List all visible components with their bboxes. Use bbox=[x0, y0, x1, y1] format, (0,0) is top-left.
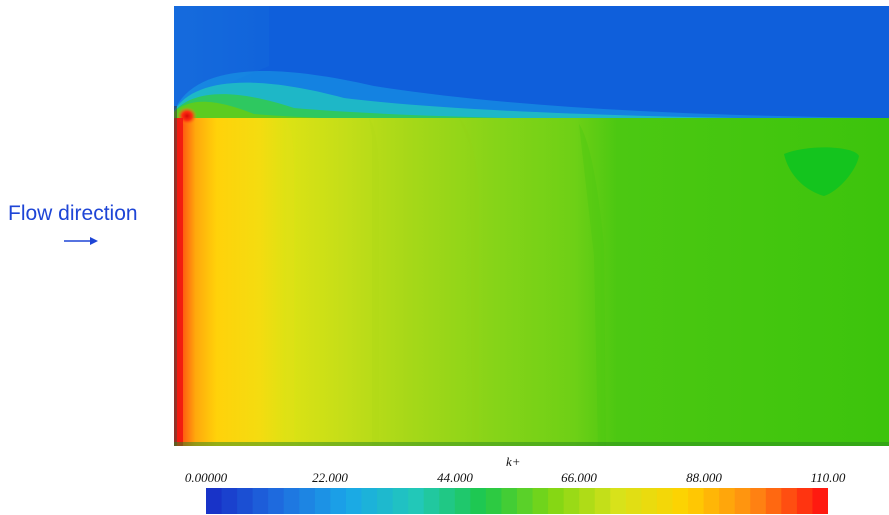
contour-plot bbox=[174, 6, 889, 446]
colorbar-band bbox=[252, 488, 269, 514]
colorbar-band bbox=[221, 488, 238, 514]
colorbar-band bbox=[625, 488, 642, 514]
colorbar-band bbox=[361, 488, 378, 514]
colorbar-band bbox=[501, 488, 518, 514]
colorbar-band bbox=[423, 488, 440, 514]
colorbar-title: k+ bbox=[506, 454, 521, 469]
colorbar-band bbox=[548, 488, 565, 514]
colorbar-band bbox=[610, 488, 627, 514]
colorbar-tick-5: 110.00 bbox=[810, 470, 846, 485]
colorbar-band bbox=[719, 488, 736, 514]
colorbar-band bbox=[672, 488, 689, 514]
lower-region bbox=[174, 118, 889, 446]
colorbar-band bbox=[563, 488, 580, 514]
colorbar-tick-2: 44.000 bbox=[437, 470, 473, 485]
colorbar-band bbox=[377, 488, 394, 514]
colorbar-band bbox=[485, 488, 503, 514]
colorbar-band bbox=[454, 488, 471, 514]
colorbar-band bbox=[345, 488, 363, 514]
colorbar-band bbox=[268, 488, 285, 514]
colorbar-band bbox=[734, 488, 751, 514]
colorbar-tick-0: 0.00000 bbox=[184, 470, 228, 485]
colorbar-tick-1: 22.000 bbox=[312, 470, 348, 485]
colorbar-band bbox=[765, 488, 782, 514]
colorbar-band bbox=[579, 488, 596, 514]
colorbar-band bbox=[408, 488, 425, 514]
colorbar-band bbox=[283, 488, 300, 514]
colorbar-band bbox=[812, 488, 828, 514]
colorbar-band bbox=[299, 488, 316, 514]
colorbar-band bbox=[703, 488, 720, 514]
colorbar-band bbox=[237, 488, 254, 514]
colorbar-band bbox=[750, 488, 767, 514]
colorbar-tick-3: 66.000 bbox=[561, 470, 597, 485]
colorbar-band bbox=[314, 488, 331, 514]
colorbar-band bbox=[532, 488, 549, 514]
colorbar-band bbox=[781, 488, 798, 514]
colorbar bbox=[206, 488, 828, 514]
colorbar-band bbox=[470, 488, 487, 514]
recirculation-spot bbox=[784, 147, 859, 196]
colorbar-band bbox=[206, 488, 223, 514]
flow-direction-label: Flow direction bbox=[8, 202, 138, 225]
colorbar-band bbox=[517, 488, 534, 514]
colorbar-band bbox=[796, 488, 814, 514]
colorbar-band bbox=[330, 488, 347, 514]
colorbar-band bbox=[688, 488, 705, 514]
colorbar-band bbox=[392, 488, 409, 514]
colorbar-band bbox=[594, 488, 611, 514]
colorbar-band bbox=[656, 488, 674, 514]
colorbar-band bbox=[439, 488, 456, 514]
colorbar-band bbox=[641, 488, 658, 514]
colorbar-tick-4: 88.000 bbox=[686, 470, 722, 485]
right-arrow-icon bbox=[64, 237, 98, 245]
